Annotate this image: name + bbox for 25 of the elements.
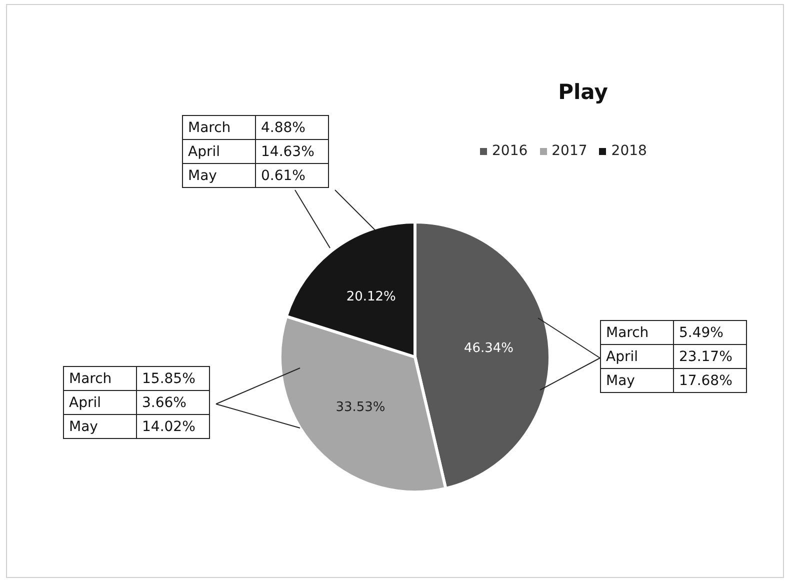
text: 17.68%: [674, 368, 746, 392]
text: 23.17%: [674, 344, 746, 368]
data-label: 33.53%: [336, 400, 386, 415]
text: 14.63%: [256, 140, 328, 164]
text: 4.88%: [256, 116, 328, 140]
legend-label: 2016: [491, 143, 528, 159]
data-label: 20.12%: [346, 290, 396, 305]
data-label: 46.34%: [464, 340, 514, 356]
text: March: [600, 320, 674, 344]
text: April: [64, 390, 136, 414]
text: 3.66%: [136, 390, 210, 414]
legend-label: 2017: [550, 143, 588, 159]
text: May: [600, 368, 674, 392]
text: May: [182, 164, 256, 188]
text: 5.49%: [674, 320, 746, 344]
legend-label: 2018: [610, 143, 647, 159]
text: April: [182, 140, 256, 164]
text: 14.02%: [136, 414, 210, 438]
text: March: [64, 366, 136, 390]
text: 0.61%: [256, 164, 328, 188]
text: May: [64, 414, 136, 438]
text: 15.85%: [136, 366, 210, 390]
text: March: [182, 116, 256, 140]
text: April: [600, 344, 674, 368]
chart-title: Play: [557, 80, 609, 104]
